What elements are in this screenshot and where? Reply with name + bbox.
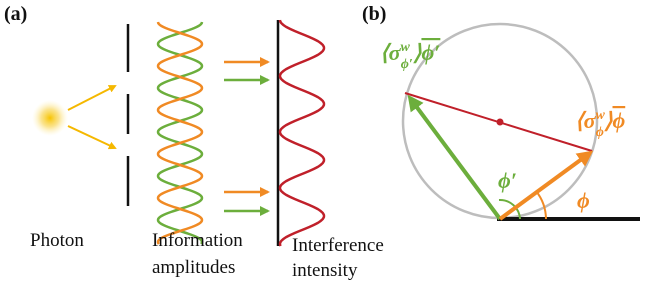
subscript: ϕ′ bbox=[401, 57, 413, 72]
panel-label: (a) bbox=[4, 3, 27, 25]
caption: Information bbox=[152, 230, 243, 251]
angle-label: ϕ bbox=[577, 188, 590, 213]
caption: intensity bbox=[292, 260, 358, 281]
caption: amplitudes bbox=[152, 257, 235, 278]
vector-symbol: ϕ′ bbox=[421, 40, 440, 65]
photon-ray bbox=[68, 86, 115, 110]
intensity-wave bbox=[280, 20, 324, 246]
photon-ray bbox=[68, 126, 115, 148]
panel-a: (a) Photon Information amplitudes Interf… bbox=[4, 3, 384, 281]
center bbox=[497, 119, 504, 126]
photon-source bbox=[32, 100, 68, 136]
subscript: ϕ bbox=[596, 125, 604, 140]
amplitude-arrows bbox=[224, 62, 268, 211]
caption: Interference bbox=[292, 235, 384, 256]
superscript: w bbox=[400, 40, 410, 55]
figure: (a) Photon Information amplitudes Interf… bbox=[0, 0, 664, 282]
caption: Photon bbox=[30, 230, 84, 251]
angle-label: ϕ′ bbox=[498, 168, 517, 193]
angle-arc bbox=[536, 191, 546, 219]
panel-label: (b) bbox=[362, 3, 386, 25]
orange-wave bbox=[158, 22, 202, 244]
green-vector bbox=[410, 98, 500, 219]
vector-symbol: ϕ bbox=[613, 108, 626, 133]
